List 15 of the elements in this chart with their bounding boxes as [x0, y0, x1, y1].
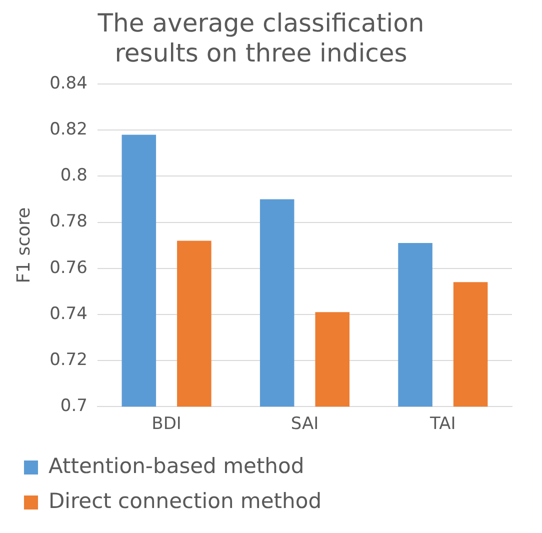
y-tick-label: 0.8 — [60, 166, 88, 186]
y-tick-label: 0.76 — [50, 258, 88, 278]
chart-title: The average classification results on three indices — [96, 8, 424, 68]
y-tick-label: 0.82 — [50, 120, 88, 140]
x-tick-label: SAI — [290, 414, 319, 434]
x-tick-label: TAI — [429, 414, 456, 434]
y-tick-label: 0.74 — [50, 304, 88, 324]
y-tick-label: 0.78 — [50, 212, 88, 232]
legend-label: Direct connection method — [48, 488, 322, 513]
y-tick-label: 0.72 — [50, 350, 88, 370]
x-tick-label: BDI — [152, 414, 182, 434]
y-tick-label: 0.84 — [50, 73, 88, 94]
y-axis-title: F1 score — [13, 207, 34, 284]
y-tick-label: 0.7 — [60, 396, 88, 416]
legend-label: Attention-based method — [48, 454, 304, 478]
